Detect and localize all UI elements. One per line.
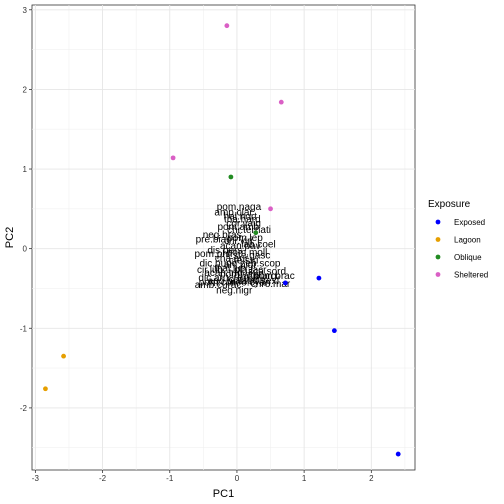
point-label: pom.naga — [217, 202, 262, 213]
data-point-exposed — [282, 280, 288, 286]
point-label: pom.cor — [199, 278, 236, 289]
point-label: dic.punc — [199, 258, 236, 269]
plot-panel — [31, 4, 416, 471]
point-label: tha.hard — [224, 215, 261, 226]
y-tick-label: 1 — [23, 165, 28, 174]
y-tick-label: 2 — [23, 85, 28, 94]
point-label: pom.brac — [253, 271, 295, 282]
point-label: dis.pers — [207, 246, 242, 257]
legend-label-lagoon: Lagoon — [454, 236, 481, 245]
data-point-oblique — [253, 230, 259, 236]
point-label: thal.lun — [214, 263, 246, 274]
y-tick-label: 0 — [23, 245, 28, 254]
legend: Exposure Exposed Lagoon Oblique Sheltered — [428, 199, 488, 280]
point-label: chr.viri — [224, 236, 253, 247]
legend-label-exposed: Exposed — [454, 218, 485, 227]
x-tick-label: 0 — [235, 474, 240, 483]
point-label: sca.sord — [248, 266, 286, 277]
grid-major — [32, 5, 415, 470]
x-tick-label: 1 — [302, 474, 307, 483]
legend-key-exposed — [435, 219, 441, 225]
y-tick-label: -2 — [20, 404, 28, 413]
data-point-exposed — [331, 328, 337, 334]
point-label: cor.vaig — [226, 219, 260, 230]
data-point-lagoon — [43, 386, 48, 392]
x-tick-label: 2 — [369, 474, 374, 483]
legend-label-oblique: Oblique — [454, 253, 482, 262]
grid-minor — [32, 5, 415, 470]
data-point-sheltered — [224, 23, 230, 29]
point-label: neo.cyan — [230, 278, 271, 289]
point-label: chr.ternati — [227, 225, 271, 236]
point-label: amb.curac — [195, 280, 242, 291]
legend-key-oblique — [435, 254, 441, 260]
data-point-oblique — [228, 174, 234, 180]
x-tick-label: -3 — [32, 474, 40, 483]
point-label: neg.nigr — [216, 286, 253, 297]
legend-key-lagoon — [435, 237, 441, 242]
point-label: amp.clar — [214, 208, 253, 219]
data-point-sheltered — [268, 206, 273, 212]
data-point-lagoon — [61, 353, 66, 359]
point-label: pre.biac — [196, 235, 232, 246]
point-label: pom.moll — [227, 247, 268, 258]
data-point-exposed — [395, 451, 401, 457]
point-label: hal.hort — [224, 212, 258, 223]
data-points — [43, 23, 401, 457]
legend-key-sheltered — [435, 272, 441, 277]
point-label: pom.phil — [195, 249, 233, 260]
legend-title: Exposure — [428, 199, 471, 210]
point-label: acan.pav — [220, 241, 261, 252]
x-tick-label: -1 — [166, 474, 174, 483]
y-axis-title: PC2 — [4, 227, 16, 248]
x-tick-label: -2 — [99, 474, 107, 483]
axis-ticks: -3 -2 -1 0 1 2 -2 -1 0 1 2 3 — [20, 6, 374, 483]
point-label: hal.marg — [238, 271, 277, 282]
point-label: chr.wein — [229, 274, 266, 285]
point-label: pla.lacr — [234, 265, 267, 276]
point-label: cte.stri — [229, 255, 258, 266]
point-label: cha.aur — [215, 254, 249, 265]
legend-label-sheltered: Sheltered — [454, 271, 488, 280]
data-point-sheltered — [170, 155, 176, 161]
point-label: ste.gasc — [233, 251, 270, 262]
point-label: chro.mar — [251, 279, 291, 290]
point-label: neg.bras — [203, 230, 242, 241]
point-label: pom.lep — [227, 233, 263, 244]
point-label: acan.trig — [204, 268, 242, 279]
point-label: dic.aru — [198, 273, 228, 284]
y-tick-label: -1 — [20, 324, 28, 333]
point-label: abu.sexf — [242, 276, 280, 287]
point-label: cir.lub — [197, 265, 224, 276]
point-label: zeb.scop — [240, 258, 280, 269]
point-label: lab.coel — [241, 239, 275, 250]
point-label: apo.bian — [208, 276, 246, 287]
point-label: ani.nigr — [224, 260, 257, 271]
y-tick-label: 3 — [23, 6, 28, 15]
x-axis-title: PC1 — [213, 488, 234, 500]
data-point-exposed — [316, 275, 322, 281]
point-label: pom.vaiu — [220, 270, 261, 281]
data-point-sheltered — [278, 99, 284, 105]
point-labels: pom.nagaamp.clarhal.horttha.hardcor.vaig… — [195, 202, 295, 297]
point-label: pom.amb — [217, 222, 259, 233]
